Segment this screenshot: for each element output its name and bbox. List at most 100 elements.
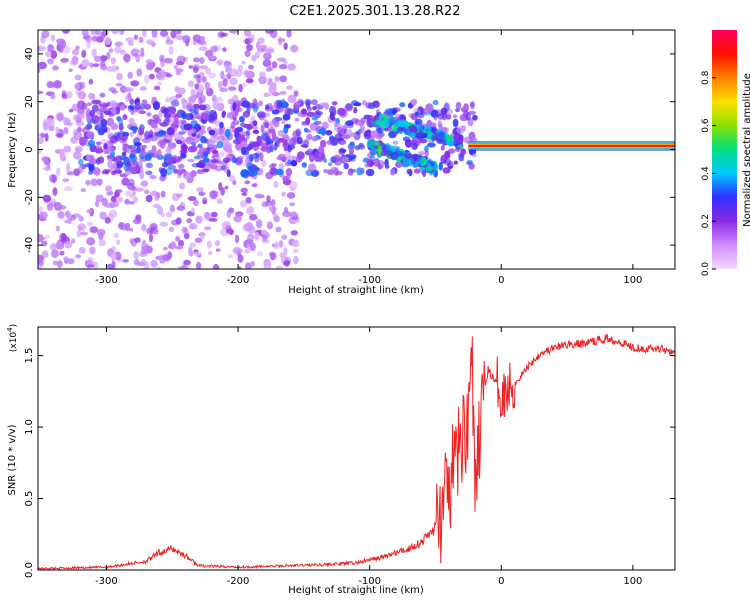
spectrogram-cell [269, 167, 277, 175]
spectrogram-cell [100, 63, 108, 71]
snr-frame [37, 326, 676, 571]
spectrogram-cell [88, 163, 95, 172]
spectrogram-cell [156, 148, 162, 158]
spectrogram-cell [46, 202, 53, 211]
spectrogram-cell [222, 78, 228, 87]
spectrogram-cell [226, 209, 231, 219]
spectrogram-cell [116, 239, 121, 245]
spectrogram-cell [187, 158, 195, 163]
spectrogram-cell [145, 170, 153, 176]
spectrogram-cell [70, 59, 79, 66]
spectrogram-cell [86, 102, 92, 106]
spectrogram-cell [146, 39, 154, 45]
spectrogram-cell [271, 109, 280, 115]
spectrogram-cell [62, 178, 70, 183]
spectrogram-cell [221, 111, 226, 119]
spectrogram-cell [313, 151, 322, 159]
spectrogram-cell [111, 30, 119, 35]
spectrogram-cell [196, 169, 206, 175]
spectrogram-cell [158, 69, 167, 79]
spectrogram-cell [278, 36, 283, 46]
spectrogram-cell [144, 74, 150, 84]
spectrogram-cell [468, 162, 475, 170]
spectrogram-cell [122, 114, 128, 121]
spectrogram-cell [395, 161, 403, 168]
spectrogram-cell [427, 142, 436, 148]
spectrogram-cell [260, 124, 265, 134]
spectrogram-x-axis-label: Height of straight line (km) [288, 285, 424, 296]
spectrogram-cell [63, 116, 69, 126]
spectrogram-cell [177, 163, 185, 169]
spectrogram-cell [215, 97, 224, 102]
spectrogram-cell [152, 203, 161, 208]
spectrogram-cell [85, 153, 91, 161]
spectrogram-cell [384, 164, 390, 169]
spectrogram-cell [90, 93, 96, 100]
spectrogram-cell [121, 151, 127, 157]
spectrogram-cell [173, 168, 179, 174]
snr-series-line [38, 333, 675, 570]
spectrogram-cell [197, 159, 206, 169]
spectrogram-cell [129, 131, 134, 137]
spectrogram-cell [63, 186, 73, 192]
spectrogram-cell [209, 55, 217, 60]
spectrogram-cell [278, 240, 284, 248]
spectrogram-cell [288, 138, 293, 145]
spectrogram-cell [432, 99, 439, 106]
spectrogram-cell [313, 120, 322, 125]
spectrogram-cell [170, 122, 179, 129]
spectrogram-cell [132, 48, 141, 54]
spectrogram-cell [211, 211, 218, 218]
spectrogram-cell [104, 110, 112, 116]
spectrogram-cell [44, 132, 49, 142]
spectrogram-cell [458, 134, 464, 142]
colorbar-tick-label: 0.0 [701, 262, 711, 277]
spectrogram-cell [110, 57, 117, 65]
spectrogram-cell [365, 102, 373, 109]
spectrogram-cell [141, 223, 147, 232]
spectrogram-cell [250, 261, 256, 267]
spectrogram-cell [192, 66, 199, 74]
spectrogram-cell [418, 129, 424, 135]
spectrogram-cell [321, 121, 329, 130]
spectrogram-cell [265, 112, 271, 117]
spectrogram-cell [219, 32, 228, 37]
spectrogram-cell [259, 71, 266, 78]
spectrogram-cell [79, 81, 86, 90]
spectrogram-cell [129, 227, 134, 232]
spectrogram-cell [64, 241, 72, 249]
spectrogram-cell [70, 136, 78, 144]
spectrogram-cell [326, 139, 333, 145]
spectrogram-cell [227, 254, 234, 259]
spectrogram-y-tick-label: 0 [24, 146, 35, 152]
spectrogram-cell [38, 211, 48, 219]
spectrogram-cell [240, 169, 249, 178]
spectrogram-cell [241, 192, 248, 197]
spectrogram-cell [125, 87, 135, 93]
spectrogram-cell [170, 241, 177, 250]
spectrogram-cell [198, 191, 206, 197]
spectrogram-cell [38, 63, 41, 70]
spectrogram-cell [283, 123, 292, 129]
spectrogram-cell [452, 114, 458, 119]
spectrogram-cell [183, 123, 193, 131]
spectrogram-cell [350, 132, 357, 137]
spectrogram-cell [140, 144, 147, 149]
spectrogram-cell [380, 124, 389, 129]
spectrogram-cell [229, 30, 238, 34]
spectrogram-cell [116, 72, 123, 81]
spectrogram-cell [420, 108, 427, 114]
spectrogram-cell [244, 180, 251, 185]
spectrogram-cell [48, 61, 54, 65]
spectrogram-cell [370, 153, 375, 162]
spectrogram-cell [300, 144, 309, 148]
spectrogram-cell [111, 65, 118, 73]
spectrogram-cell [78, 217, 84, 222]
spectrogram-cell [38, 259, 44, 266]
spectrogram-cell [265, 67, 272, 72]
spectrogram-cell [385, 150, 393, 157]
spectrogram-cell [281, 234, 288, 240]
spectrogram-cell [78, 165, 84, 174]
spectrogram-cell [411, 142, 418, 150]
spectrogram-cell [290, 230, 298, 236]
